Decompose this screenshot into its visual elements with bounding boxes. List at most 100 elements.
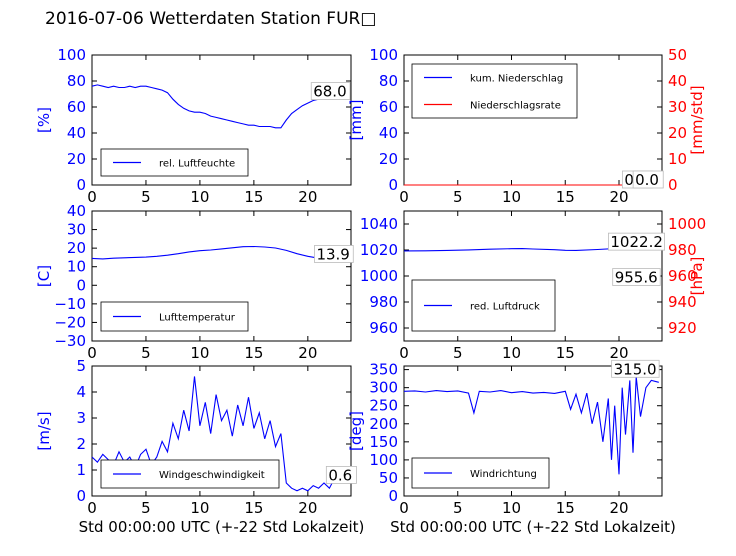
- top-right-y-tick-label: 80: [379, 72, 398, 90]
- middle-left-y-tick-label: −10: [54, 295, 86, 313]
- middle-left-x-tick-label: 0: [87, 344, 97, 362]
- bottom-right-x-tick-label: 20: [609, 499, 628, 517]
- top-right-x-tick-label: 20: [609, 188, 628, 206]
- bottom-right-x-axis-label: Std 00:00:00 UTC (+-22 Std Lokalzeit): [390, 518, 676, 536]
- middle-left-annotation-box: [314, 245, 354, 263]
- top-right-y-tick-label: 60: [379, 98, 398, 116]
- middle-left-series-line-0: [91, 245, 348, 261]
- bottom-right-y-axis-label: [deg]: [347, 411, 365, 451]
- bottom-right-annotation-label: 315.0: [614, 360, 657, 378]
- top-right-annotation-label: 0.0: [635, 171, 659, 189]
- bottom-left-y-axis-label: [m/s]: [35, 411, 53, 450]
- middle-right-x-tick-label: 20: [609, 344, 628, 362]
- middle-right-legend-label: red. Luftdruck: [470, 302, 540, 313]
- bottom-right-y-tick-label: 150: [369, 433, 398, 451]
- top-right-annotation-box: [632, 170, 664, 189]
- bottom-left-x-tick-label: 5: [141, 499, 151, 517]
- middle-left-y-tick-label: 40: [67, 202, 86, 220]
- middle-right-y-tick-label: 1000: [360, 267, 398, 285]
- bottom-right-x-tick-label: 10: [502, 499, 521, 517]
- middle-right-y2-tick-label: 980: [668, 241, 697, 259]
- middle-left-x-tick-label: 5: [141, 344, 151, 362]
- top-left-y-tick-label: 20: [67, 150, 86, 168]
- top-right-legend-box: [411, 63, 578, 119]
- bottom-right-x-tick-label: 5: [453, 499, 463, 517]
- bottom-left-x-axis-label: Std 00:00:00 UTC (+-22 Std Lokalzeit): [79, 518, 365, 536]
- top-right-y-tick-label: 40: [379, 124, 398, 142]
- middle-right-y2-tick-label: 940: [668, 293, 697, 311]
- middle-left-x-tick-label: 20: [298, 344, 317, 362]
- bottom-right-y-tick-label: 50: [379, 469, 398, 487]
- middle-right-y-tick-label: 1020: [360, 241, 398, 259]
- top-left-y-tick-label: 80: [67, 72, 86, 90]
- bottom-right-series-line-0: [403, 376, 659, 475]
- top-right-y2-tick-label: 10: [668, 150, 687, 168]
- top-right-x-tick-label: 15: [556, 188, 575, 206]
- middle-left-y-tick-label: 0: [76, 276, 86, 294]
- bottom-left-y-tick-label: 3: [76, 409, 86, 427]
- middle-right-x-tick-label: 5: [453, 344, 463, 362]
- top-left-annotation-label: 68.0: [313, 83, 346, 101]
- middle-left-y-tick-label: −20: [54, 313, 86, 331]
- bottom-right-y-tick-label: 0: [388, 487, 398, 505]
- bottom-left-y-tick-label: 5: [76, 357, 86, 375]
- top-left-legend-box: [100, 148, 249, 177]
- bottom-left-x-tick-label: 20: [298, 499, 317, 517]
- top-right-y-tick-label: 20: [379, 150, 398, 168]
- middle-left-y-tick-label: 10: [67, 258, 86, 276]
- middle-right-annotation-box: [612, 268, 661, 286]
- top-right-legend-label: kum. Niederschlag: [470, 74, 563, 85]
- middle-left-annotation-label: 13.9: [316, 245, 349, 263]
- bottom-left-y-tick-label: 4: [76, 383, 86, 401]
- top-right-y-axis-label: [mm]: [347, 100, 365, 141]
- bottom-left-annotation-label: 0.6: [328, 466, 352, 484]
- top-left-y-tick-label: 0: [76, 176, 86, 194]
- top-left-y-tick-label: 60: [67, 98, 86, 116]
- middle-right-y2-tick-label: 920: [668, 319, 697, 337]
- top-left-legend-label: rel. Luftfeuchte: [159, 159, 235, 170]
- top-left-x-tick-label: 15: [244, 188, 263, 206]
- top-left-y-tick-label: 40: [67, 124, 86, 142]
- middle-left-y-tick-label: −30: [54, 332, 86, 350]
- middle-left-x-tick-label: 15: [244, 344, 263, 362]
- bottom-left-y-tick-label: 2: [76, 435, 86, 453]
- top-left-annotation-box: [310, 82, 351, 100]
- bottom-right-y-tick-label: 350: [369, 361, 398, 379]
- middle-right-y2-tick-label: 960: [668, 267, 697, 285]
- bottom-right-x-tick-label: 15: [556, 499, 575, 517]
- bottom-left-x-tick-label: 10: [190, 499, 209, 517]
- bottom-left-y-tick-label: 1: [76, 461, 86, 479]
- top-left-x-tick-label: 10: [190, 188, 209, 206]
- middle-right-x-tick-label: 0: [399, 344, 409, 362]
- top-right-y-tick-label: 0: [388, 176, 398, 194]
- bottom-left-y-tick-label: 0: [76, 487, 86, 505]
- middle-right-annotation-label: 1022.2: [610, 233, 663, 251]
- middle-right-annotation-label: 955.6: [615, 269, 658, 287]
- top-right-y2-tick-label: 0: [668, 176, 678, 194]
- top-right-y2-tick-label: 20: [668, 124, 687, 142]
- top-left-y-axis-label: [%]: [35, 107, 53, 133]
- top-left-x-tick-label: 5: [141, 188, 151, 206]
- top-right-y2-tick-label: 30: [668, 98, 687, 116]
- bottom-right-x-tick-label: 0: [399, 499, 409, 517]
- top-right-y2-tick-label: 50: [668, 46, 687, 64]
- bottom-left-x-tick-label: 15: [244, 499, 263, 517]
- top-right-x-tick-label: 5: [453, 188, 463, 206]
- bottom-right-y-tick-label: 300: [369, 379, 398, 397]
- middle-left-legend-label: Lufttemperatur: [159, 313, 236, 324]
- middle-left-y-axis-label: [C]: [35, 265, 53, 287]
- top-left-x-tick-label: 20: [298, 188, 317, 206]
- middle-right-y-tick-label: 980: [369, 293, 398, 311]
- middle-right-y2-tick-label: 1000: [668, 215, 706, 233]
- bottom-left-legend-label: Windgeschwindigkeit: [159, 470, 265, 481]
- bottom-right-y-tick-label: 100: [369, 451, 398, 469]
- bottom-right-annotation-box: [611, 359, 660, 378]
- top-right-x-tick-label: 0: [399, 188, 409, 206]
- middle-left-y-tick-label: 30: [67, 221, 86, 239]
- middle-right-x-tick-label: 10: [502, 344, 521, 362]
- top-right-legend-label: Niederschlagsrate: [470, 101, 561, 112]
- bottom-left-x-tick-label: 0: [87, 499, 97, 517]
- middle-right-y-tick-label: 1040: [360, 215, 398, 233]
